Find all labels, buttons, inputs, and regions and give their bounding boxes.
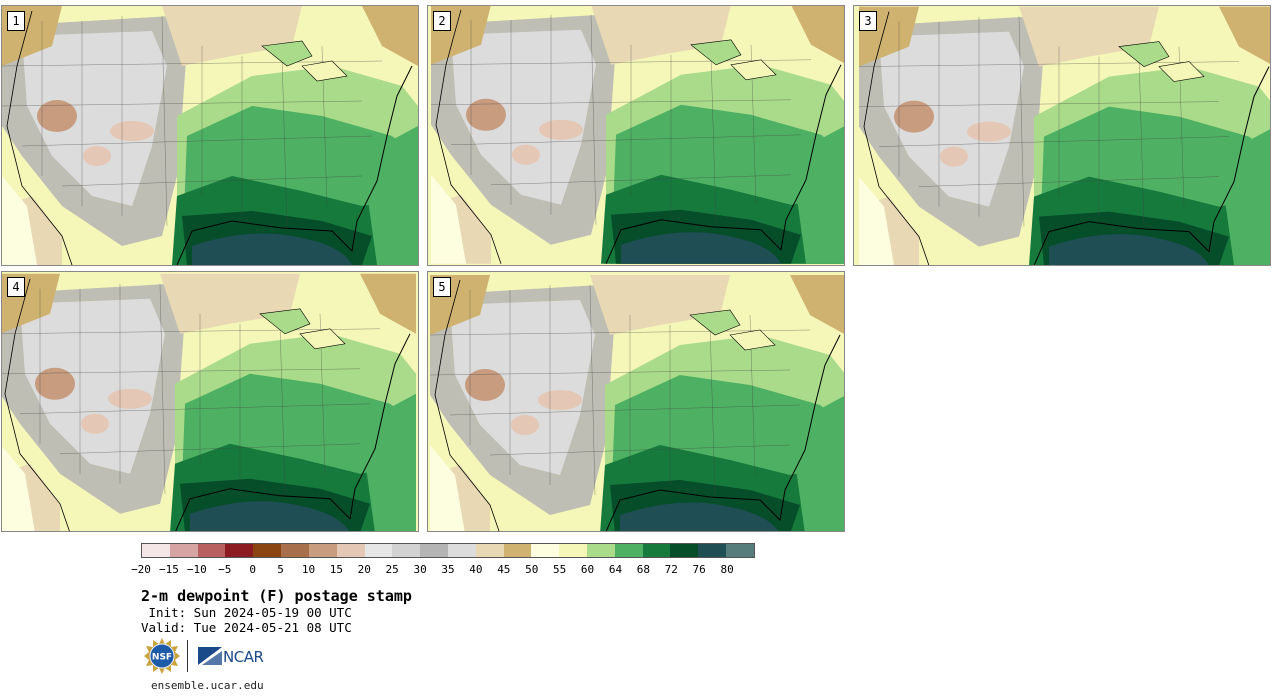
colorbar-tick-label: 72 (664, 563, 678, 576)
colorbar-swatch (614, 544, 643, 557)
colorbar-tick-label: 45 (497, 563, 511, 576)
ensemble-member-panel-3[interactable]: 3 (853, 5, 1271, 266)
colorbar-swatch (475, 544, 504, 557)
colorbar-swatch (447, 544, 476, 557)
ensemble-member-panel-4[interactable]: 4 (1, 271, 419, 532)
colorbar-tick-label: 76 (692, 563, 706, 576)
colorbar-swatch (392, 544, 421, 557)
colorbar-swatch (531, 544, 560, 557)
colorbar-swatch (225, 544, 254, 557)
dewpoint-map (854, 6, 1270, 265)
colorbar-tick-label: −10 (186, 563, 207, 576)
colorbar-tick-label: 15 (329, 563, 343, 576)
colorbar-swatch (503, 544, 532, 557)
panel-number-label: 4 (7, 277, 25, 297)
colorbar-tick-label: 10 (301, 563, 316, 576)
ensemble-member-panel-2[interactable]: 2 (427, 5, 845, 266)
colorbar-tick-label: −15 (158, 563, 179, 576)
product-title: 2-m dewpoint (F) postage stamp (141, 587, 412, 605)
svg-text:NSF: NSF (152, 653, 172, 663)
dewpoint-map (428, 6, 844, 265)
colorbar-swatch (670, 544, 699, 557)
colorbar-tick-label: 80 (720, 563, 734, 576)
colorbar-tick-labels: −20 −15 −10 −5 0 5 10 15 20 25 30 35 40 45 50 55 60 64 68 7… (131, 563, 755, 577)
colorbar-swatch (642, 544, 671, 557)
colorbar-tick-label: 25 (385, 563, 399, 576)
colorbar-swatch (726, 544, 754, 557)
ensemble-member-panel-5[interactable]: 5 (427, 271, 845, 532)
colorbar-swatch (308, 544, 337, 557)
colorbar-tick-label: 50 (525, 563, 539, 576)
colorbar-tick-label: 64 (608, 563, 623, 576)
valid-time: Valid: Tue 2024-05-21 08 UTC (141, 620, 352, 635)
website-link[interactable]: ensemble.ucar.edu (151, 679, 264, 692)
colorbar-swatch (698, 544, 727, 557)
logo-separator (187, 640, 188, 672)
colorbar-swatch (197, 544, 226, 557)
colorbar-swatch (364, 544, 393, 557)
nsf-logo-icon: NSF (144, 638, 180, 674)
colorbar-tick-label: 40 (469, 563, 483, 576)
colorbar-swatch (420, 544, 448, 557)
colorbar-tick-label: 35 (441, 563, 455, 576)
colorbar-tick-label: −20 (131, 563, 151, 576)
colorbar-tick-label: 30 (413, 563, 427, 576)
panel-number-label: 5 (433, 277, 451, 297)
colorbar-swatch (169, 544, 198, 557)
dewpoint-map (2, 6, 418, 265)
colorbar-tick-label: 0 (249, 563, 256, 576)
colorbar-swatch (142, 544, 170, 557)
colorbar-swatch (559, 544, 587, 557)
colorbar-swatch (587, 544, 615, 557)
colorbar-tick-label: −5 (218, 563, 232, 576)
colorbar-tick-label: 60 (580, 563, 595, 576)
init-time: Init: Sun 2024-05-19 00 UTC (141, 605, 352, 620)
panel-number-label: 3 (859, 11, 877, 31)
ensemble-member-panel-1[interactable]: 1 (1, 5, 419, 266)
colorbar-tick-label: 5 (277, 563, 284, 576)
colorbar-swatch (336, 544, 365, 557)
colorbar-swatch (253, 544, 282, 557)
panel-number-label: 2 (433, 11, 451, 31)
dewpoint-map (428, 272, 844, 531)
dewpoint-map (2, 272, 418, 531)
colorbar-tick-label: 68 (636, 563, 650, 576)
colorbar-swatch (281, 544, 309, 557)
colorbar (141, 543, 755, 558)
colorbar-tick-label: 20 (357, 563, 371, 576)
panel-number-label: 1 (7, 11, 25, 31)
svg-text:NCAR: NCAR (223, 648, 263, 666)
ncar-logo-icon: NCAR (198, 647, 264, 666)
colorbar-tick-label: 55 (553, 563, 567, 576)
